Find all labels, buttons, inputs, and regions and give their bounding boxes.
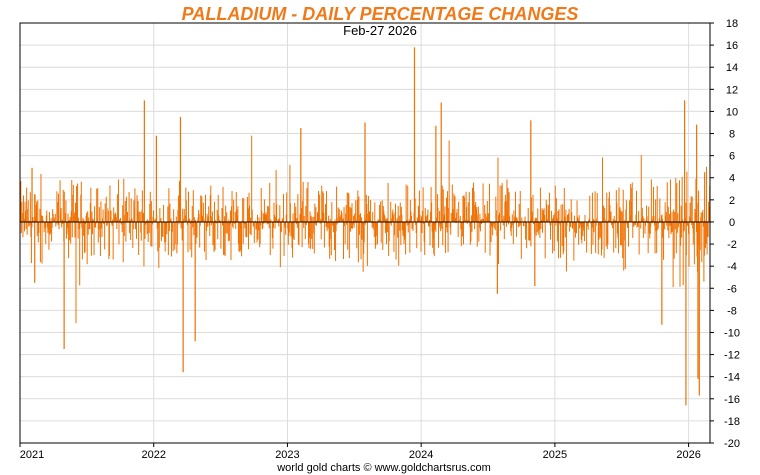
y-tick-label: -2 <box>727 239 737 251</box>
y-tick-label: 2 <box>729 195 735 207</box>
y-tick-label: -12 <box>724 350 740 362</box>
y-tick-label: -16 <box>724 394 740 406</box>
y-tick-label: 0 <box>729 217 735 229</box>
y-tick-label: -14 <box>724 372 740 384</box>
gridlines <box>19 22 710 444</box>
source-credit: world gold charts © www.goldchartsrus.co… <box>276 462 491 474</box>
y-tick-label: 6 <box>729 151 735 163</box>
chart-title: PALLADIUM - DAILY PERCENTAGE CHANGES <box>182 4 579 24</box>
y-tick-label: -18 <box>724 416 740 428</box>
x-tick-label: 2026 <box>676 449 700 461</box>
x-tick-label: 2024 <box>409 449 433 461</box>
y-tick-label: 14 <box>726 62 738 74</box>
y-tick-label: 12 <box>726 84 738 96</box>
y-tick-label: -20 <box>724 438 740 450</box>
x-tick-label: 2022 <box>141 449 165 461</box>
y-tick-label: 16 <box>726 40 738 52</box>
x-tick-label: 2023 <box>275 449 299 461</box>
x-tick-label: 2021 <box>20 449 44 461</box>
x-axis-ticks: 2021 2022 2023 2024 2025 2026 <box>19 443 701 461</box>
y-axis-ticks: 18 16 14 12 10 8 6 4 2 0 -2 -4 -6 -8 -10 -12 -14 -16 -18 -2… <box>710 18 740 450</box>
y-tick-label: 10 <box>726 106 738 118</box>
y-tick-label: 4 <box>729 173 735 185</box>
y-tick-label: -6 <box>727 283 737 295</box>
plot-frame <box>19 22 711 444</box>
y-tick-label: -4 <box>727 261 737 273</box>
data-bars <box>19 47 711 406</box>
y-tick-label: -10 <box>724 327 740 339</box>
x-tick-label: 2025 <box>543 449 567 461</box>
y-tick-label: 18 <box>726 18 738 30</box>
chart-date-label: Feb-27 2026 <box>343 23 417 38</box>
y-tick-label: 8 <box>729 129 735 141</box>
y-tick-label: -8 <box>727 305 737 317</box>
